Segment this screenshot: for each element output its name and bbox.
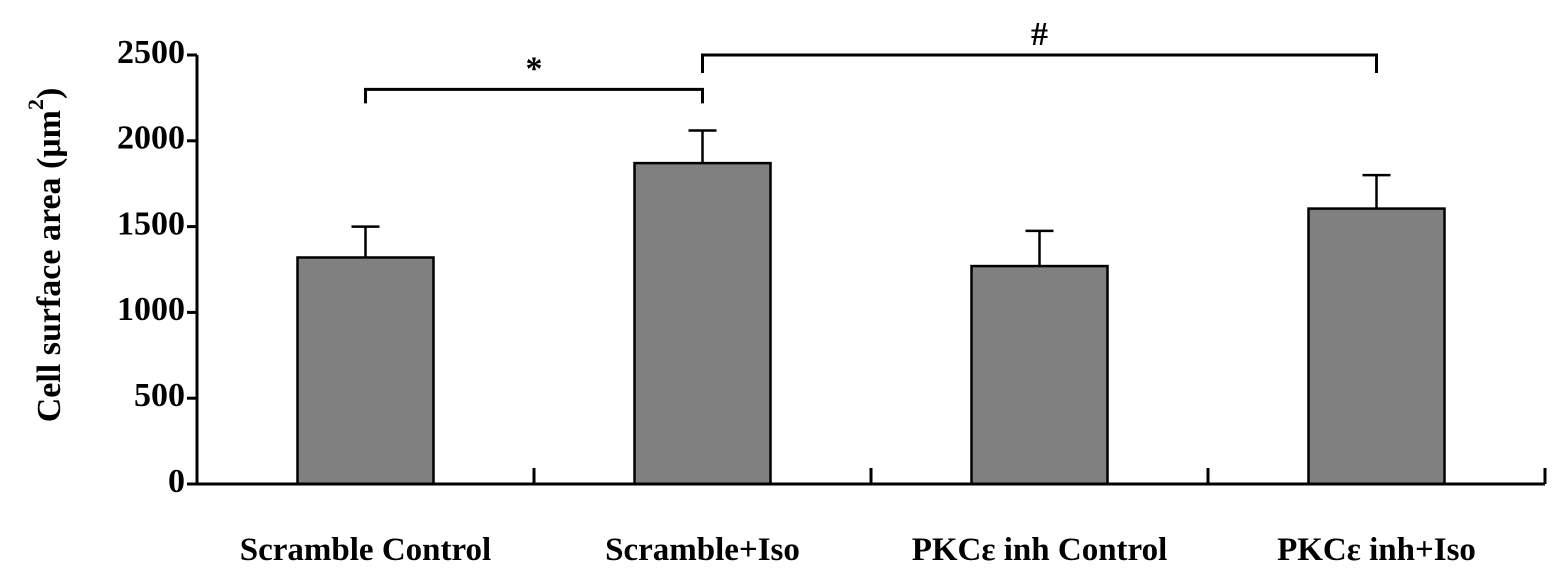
significance-layer: *#	[364, 16, 1378, 104]
x-tick-label: PKCε inh+Iso	[1277, 532, 1476, 568]
bar	[296, 256, 435, 486]
y-tick-label: 1500	[117, 205, 185, 242]
y-tick-label: 2000	[117, 120, 185, 157]
axes-layer	[195, 55, 1547, 486]
y-tick-label: 0	[168, 463, 185, 500]
y-axis-title: Cell surface area (μm2)	[23, 88, 68, 423]
y-tick-label: 500	[134, 377, 185, 414]
x-tick-label: Scramble Control	[240, 532, 491, 568]
significance-marker: #	[1031, 16, 1048, 53]
bar	[970, 264, 1109, 486]
y-axis-title-close: )	[31, 88, 68, 99]
y-tick-label: 2500	[117, 34, 185, 71]
bars-layer	[296, 161, 1446, 486]
error-bars-layer	[351, 129, 1391, 267]
y-axis-title-text: Cell surface area (μm	[31, 110, 68, 422]
x-tick-label: Scramble+Iso	[605, 532, 800, 568]
y-ticks-layer: 0 500 1000 1500 2000 2500	[117, 34, 197, 500]
significance-bracket	[701, 53, 1378, 73]
significance-marker: *	[526, 50, 543, 87]
x-tick-label: PKCε inh Control	[912, 532, 1168, 568]
significance-bracket	[364, 87, 704, 104]
y-tick-label: 1000	[117, 291, 185, 328]
bar	[1307, 207, 1446, 486]
bar	[633, 161, 772, 486]
x-labels-layer: Scramble Control Scramble+Iso PKCε inh Con…	[240, 532, 1476, 568]
y-axis-title-superscript: 2	[23, 99, 48, 110]
